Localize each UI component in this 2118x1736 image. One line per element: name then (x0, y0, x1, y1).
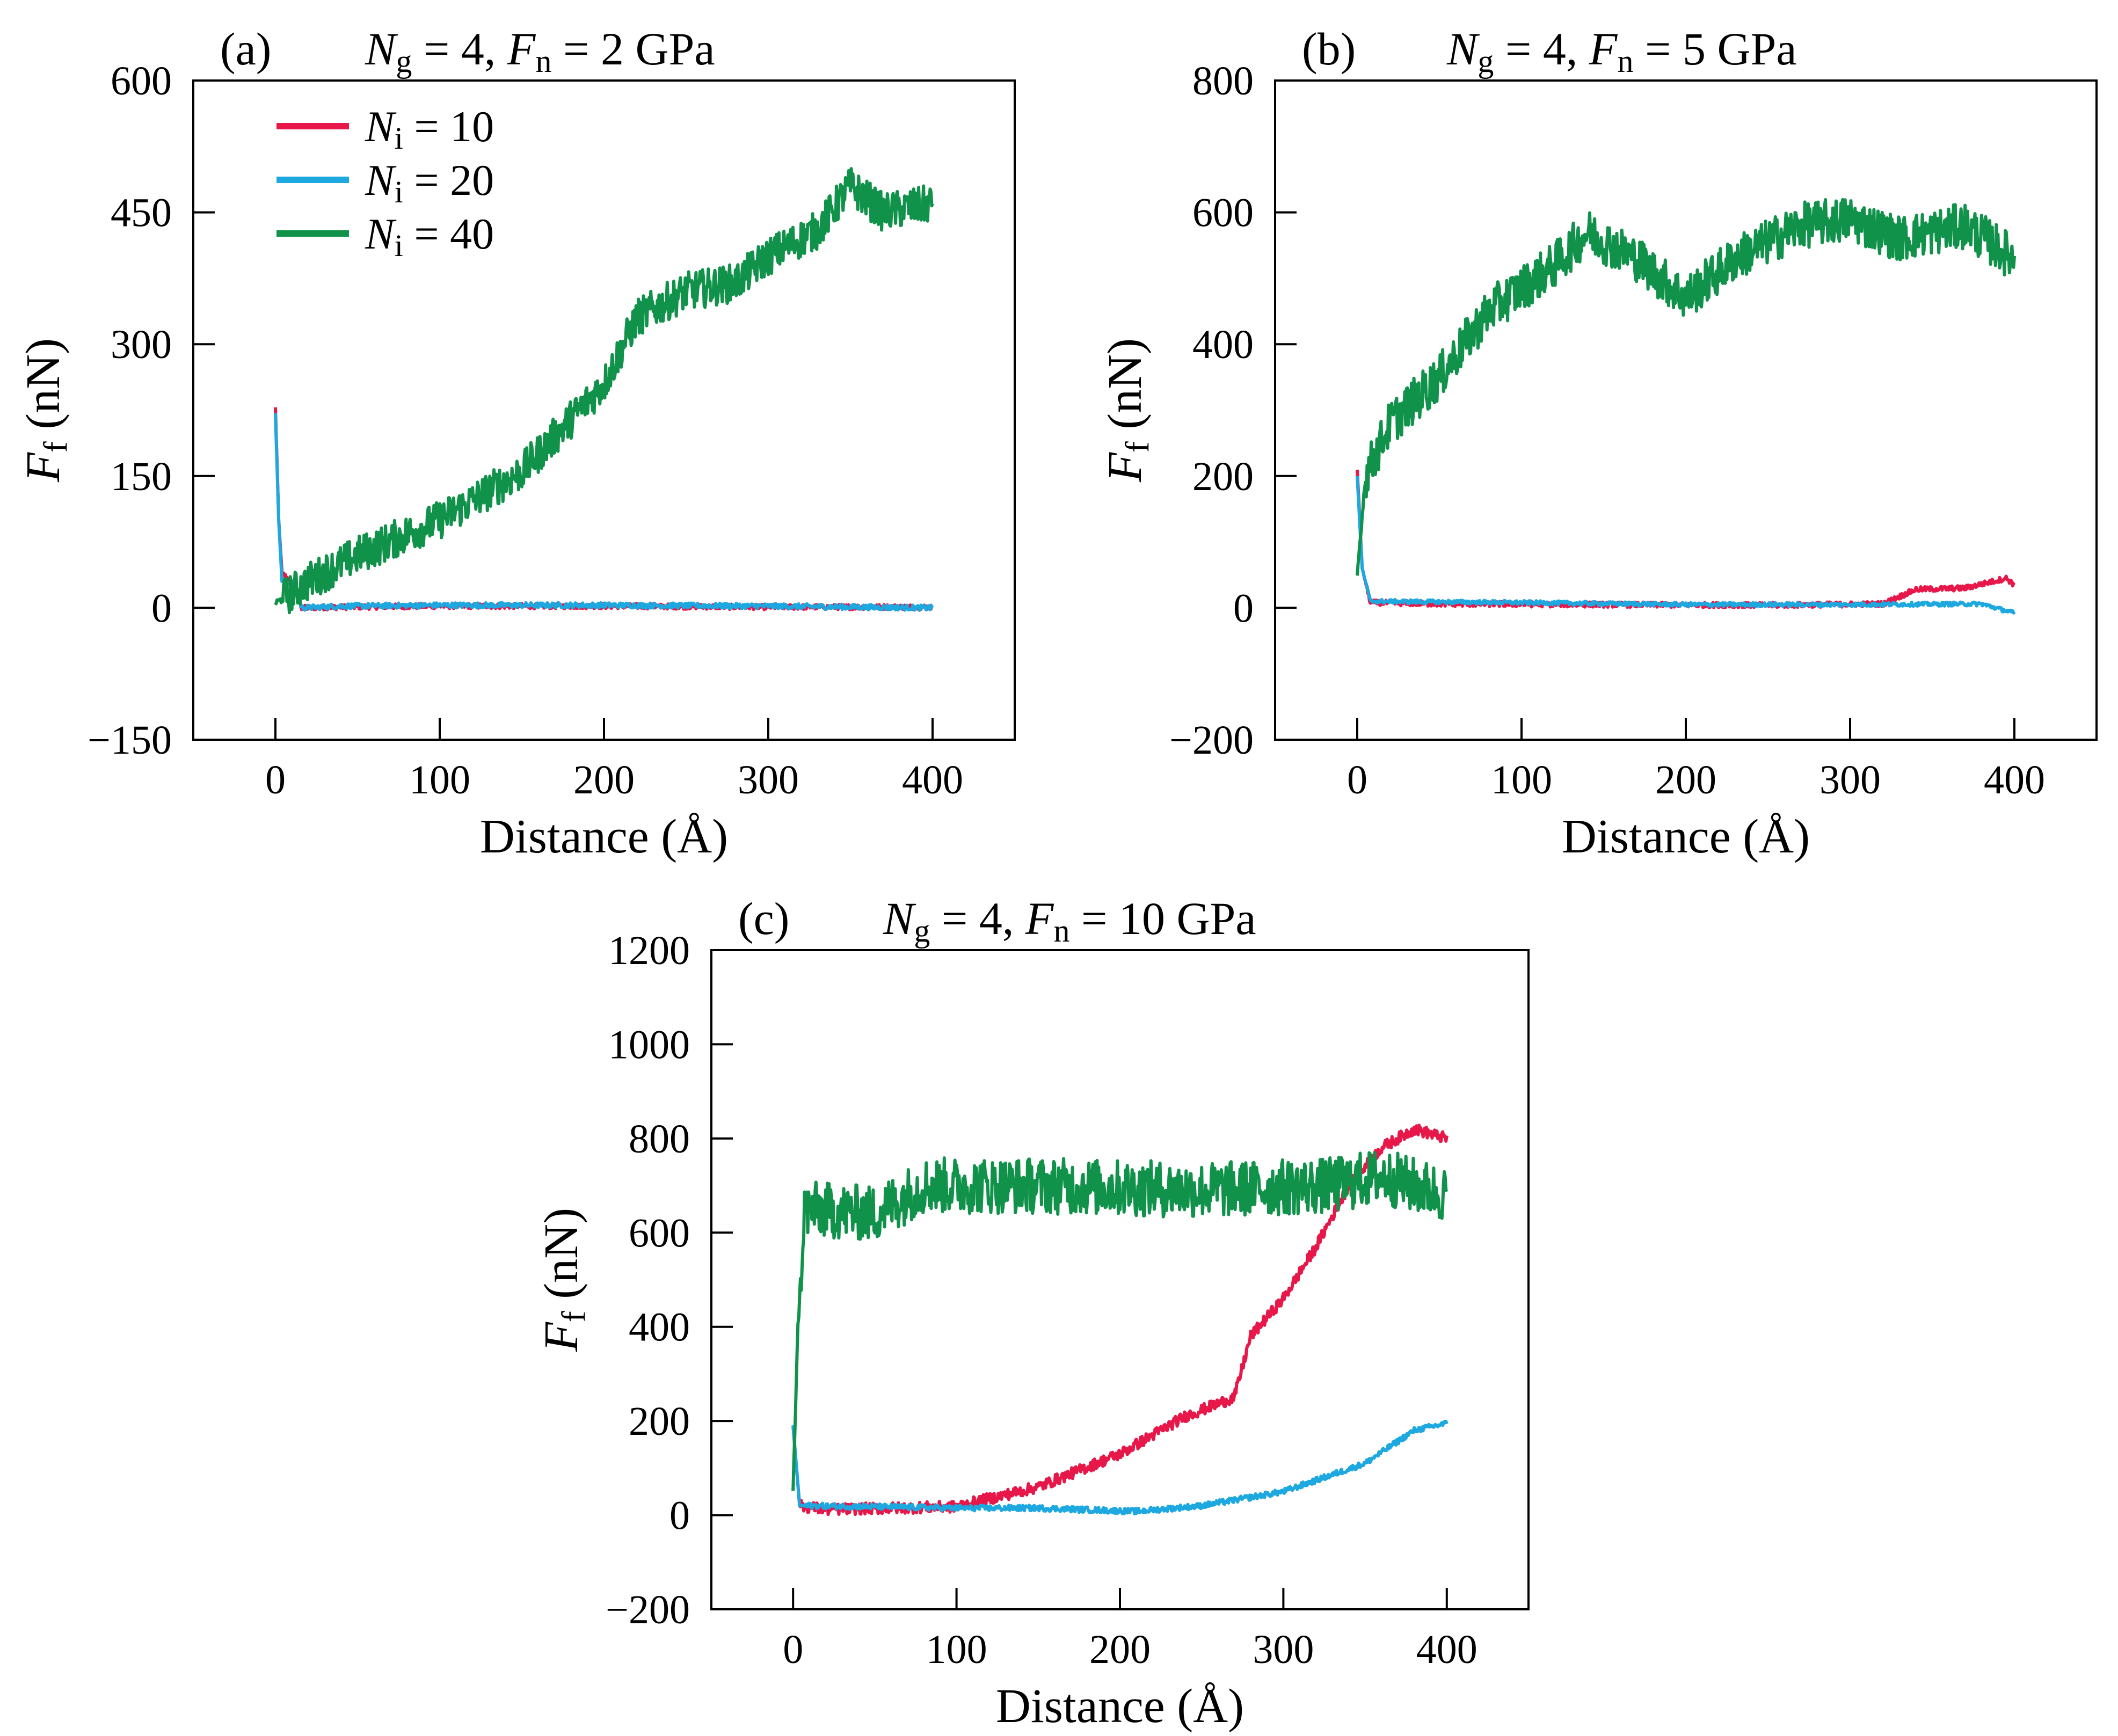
panel-a: −150 0 150 300 450 600 0 100 200 300 400 Distance (… (17, 23, 1016, 863)
y-tick-label: −200 (1169, 718, 1254, 763)
y-axis-label: Ff (nN) (535, 1208, 592, 1352)
x-tick-label: 200 (573, 757, 635, 803)
y-tick-label: −200 (606, 1587, 690, 1632)
y-tick-label: 800 (1192, 59, 1254, 104)
x-tick-label: 400 (902, 757, 963, 803)
x-tick-label: 400 (1984, 757, 2045, 803)
series-line-3 (791, 1151, 1449, 1491)
x-tick-label: 100 (1491, 757, 1552, 803)
series-line-2 (274, 413, 934, 612)
x-tick-label: 300 (1253, 1627, 1314, 1672)
y-tick-label: 150 (111, 454, 172, 499)
series-line-1 (274, 407, 934, 612)
series-group (274, 167, 934, 615)
x-axis-label: Distance (Å) (1562, 810, 1810, 863)
x-tick-label: 0 (265, 757, 286, 803)
y-tick-label: 1000 (608, 1022, 690, 1067)
panel-label: (a) (220, 23, 271, 75)
x-axis-label: Distance (Å) (996, 1680, 1244, 1733)
legend-label: Ni = 20 (365, 156, 494, 209)
y-tick-label: 1200 (608, 928, 690, 973)
series-group (1356, 198, 2016, 615)
y-tick-label: 400 (629, 1305, 690, 1350)
y-axis-label: Ff (nN) (17, 338, 74, 483)
panel-title: Ng = 4, Fn = 10 GPa (883, 893, 1256, 949)
y-tick-label: 300 (111, 322, 172, 367)
x-tick-label: 0 (783, 1627, 803, 1672)
y-tick-label: 600 (1192, 191, 1254, 236)
legend-label: Ni = 10 (365, 102, 494, 156)
x-tick-label: 100 (409, 757, 470, 803)
y-tick-label: 450 (111, 191, 172, 236)
x-tick-label: 200 (1655, 757, 1716, 803)
panel-label: (b) (1302, 23, 1356, 75)
y-axis-label: Ff (nN) (1098, 338, 1156, 483)
panel-title: Ng = 4, Fn = 2 GPa (365, 23, 715, 79)
series-line-3 (274, 167, 934, 615)
y-tick-label: 0 (1233, 586, 1254, 631)
x-axis-label: Distance (Å) (480, 810, 728, 863)
panel-title: Ng = 4, Fn = 5 GPa (1446, 23, 1797, 79)
panel-label: (c) (738, 893, 789, 944)
panel-c: −200 0 200 400 600 800 1000 1200 0 100 200 300 400 Di… (535, 893, 1530, 1733)
y-tick-label: 200 (1192, 454, 1254, 499)
y-tick-label: 400 (1192, 322, 1254, 367)
series-group (791, 1124, 1449, 1516)
x-tick-label: 100 (926, 1627, 987, 1672)
y-tick-label: 800 (629, 1117, 690, 1162)
series-line-1 (1356, 469, 2016, 610)
panel-b: −200 0 200 400 600 800 0 100 200 300 400 Distance (… (1098, 23, 2098, 863)
series-line-2 (1356, 476, 2016, 615)
series-line-2 (791, 1419, 1449, 1516)
x-tick-label: 400 (1416, 1627, 1477, 1672)
x-tick-label: 0 (1347, 757, 1367, 803)
series-line-3 (1356, 198, 2016, 576)
x-tick-label: 300 (1819, 757, 1881, 803)
y-tick-label: 0 (151, 586, 172, 631)
y-tick-label: 200 (629, 1399, 690, 1444)
y-tick-label: 0 (669, 1493, 690, 1538)
legend-label: Ni = 40 (365, 209, 494, 263)
x-tick-label: 300 (738, 757, 799, 803)
y-tick-label: 600 (111, 59, 172, 104)
y-tick-label: −150 (88, 718, 172, 763)
x-tick-label: 200 (1089, 1627, 1151, 1672)
y-tick-label: 600 (629, 1210, 690, 1256)
